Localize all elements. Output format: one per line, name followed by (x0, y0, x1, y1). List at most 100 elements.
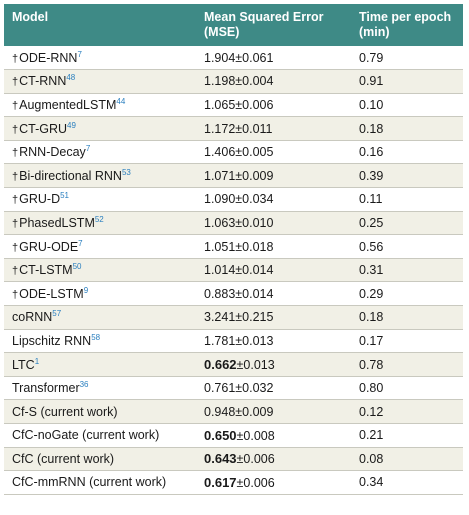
time-cell: 0.91 (351, 69, 463, 94)
time-cell: 0.21 (351, 423, 463, 448)
dagger-mark: † (12, 123, 19, 136)
reference-link[interactable]: 36 (79, 380, 89, 390)
time-cell: 0.25 (351, 211, 463, 236)
model-name: Lipschitz RNN (12, 333, 92, 348)
model-cell: †AugmentedLSTM44 (4, 93, 196, 118)
table-row: CfC-noGate (current work) 0.650±0.008 0.21 (4, 423, 463, 448)
model-name: ODE-RNN (19, 50, 78, 65)
mse-value: 1.198 (204, 74, 236, 89)
reference-link[interactable]: 50 (72, 262, 82, 272)
reference-link[interactable]: 52 (94, 214, 104, 224)
model-cell: Lipschitz RNN58 (4, 329, 196, 354)
reference-link[interactable]: 7 (85, 144, 91, 154)
mse-cell: 0.948±0.009 (196, 399, 351, 424)
mse-error: ±0.215 (235, 310, 274, 325)
mse-value: 1.014 (204, 263, 236, 278)
table-header-row: Model Mean Squared Error (MSE) Time per e… (4, 4, 463, 46)
reference-link[interactable]: 9 (83, 285, 89, 295)
mse-value: 0.643 (204, 451, 237, 467)
mse-error: ±0.009 (235, 404, 274, 419)
time-cell: 0.34 (351, 470, 463, 495)
mse-cell: 1.065±0.006 (196, 93, 351, 118)
time-cell: 0.18 (351, 305, 463, 330)
dagger-mark: † (12, 76, 19, 89)
header-mse: Mean Squared Error (MSE) (196, 4, 351, 46)
mse-error: ±0.006 (236, 475, 275, 490)
mse-error: ±0.034 (235, 192, 274, 207)
table-row: †ODE-LSTM9 0.883±0.014 0.29 (4, 281, 463, 307)
reference-link[interactable]: 1 (34, 356, 40, 366)
model-cell: †Bi-directional RNN53 (4, 163, 196, 189)
reference-link[interactable]: 53 (121, 167, 131, 177)
model-name: AugmentedLSTM (19, 97, 117, 112)
reference-link[interactable]: 48 (66, 73, 76, 83)
time-cell: 0.11 (351, 187, 463, 212)
model-cell: †CT-LSTM50 (4, 258, 196, 283)
model-cell: †PhasedLSTM52 (4, 211, 196, 236)
reference-link[interactable]: 7 (77, 49, 82, 59)
time-cell: 0.79 (351, 46, 463, 71)
model-cell: Transformer36 (4, 376, 196, 401)
mse-cell: 0.761±0.032 (196, 376, 351, 401)
table-body: †ODE-RNN7 1.904±0.061 0.79 †CT-RNN48 1.198±0… (4, 46, 463, 495)
model-name: CT-RNN (19, 74, 67, 89)
mse-cell: 1.904±0.061 (196, 46, 351, 71)
mse-value: 1.406 (204, 145, 236, 160)
time-cell: 0.39 (351, 163, 463, 189)
table-row: †GRU-ODE7 1.051±0.018 0.56 (4, 234, 463, 259)
model-name: CfC (current work) (12, 451, 115, 466)
model-name: LTC (12, 357, 35, 372)
mse-value: 0.883 (204, 286, 236, 301)
table-row: Cf-S (current work) 0.948±0.009 0.12 (4, 399, 463, 424)
reference-link[interactable]: 57 (52, 309, 62, 319)
table-row: †RNN-Decay7 1.406±0.005 0.16 (4, 140, 463, 165)
mse-value: 1.904 (204, 50, 236, 65)
table-row: Transformer36 0.761±0.032 0.80 (4, 376, 463, 401)
mse-cell: 0.883±0.014 (196, 281, 351, 307)
table-row: coRNN57 3.241±0.215 0.18 (4, 305, 463, 330)
reference-link[interactable]: 51 (60, 191, 69, 201)
model-name: ODE-LSTM (19, 286, 84, 301)
mse-value: 0.948 (204, 404, 236, 419)
time-cell: 0.12 (351, 399, 463, 424)
reference-link[interactable]: 7 (78, 238, 83, 248)
mse-error: ±0.005 (235, 145, 274, 160)
reference-link[interactable]: 44 (116, 96, 126, 106)
model-cell: CfC-noGate (current work) (4, 423, 196, 448)
dagger-mark: † (12, 194, 19, 207)
header-time-line1: Time per epoch (359, 10, 452, 24)
header-mse-line2: (MSE) (204, 25, 240, 39)
mse-value: 1.071 (204, 168, 236, 183)
model-name: CfC-noGate (current work) (12, 428, 160, 443)
mse-value: 0.662 (204, 357, 237, 373)
mse-cell: 0.643±0.006 (196, 447, 351, 472)
dagger-mark: † (12, 288, 19, 301)
mse-value: 1.063 (204, 215, 236, 230)
model-name: Transformer (12, 381, 80, 396)
model-name: GRU-D (19, 192, 61, 207)
model-name: Cf-S (current work) (12, 404, 118, 419)
time-cell: 0.10 (351, 93, 463, 118)
table-row: LTC1 0.662±0.013 0.78 (4, 352, 463, 377)
mse-cell: 3.241±0.215 (196, 305, 351, 330)
model-cell: CfC-mmRNN (current work) (4, 470, 196, 495)
mse-error: ±0.032 (235, 381, 274, 396)
model-name: GRU-ODE (19, 239, 79, 254)
mse-cell: 0.650±0.008 (196, 423, 351, 448)
dagger-mark: † (12, 170, 19, 183)
time-cell: 0.18 (351, 116, 463, 141)
model-name: CT-GRU (19, 121, 68, 136)
header-model-label: Model (12, 10, 49, 24)
model-name: CfC-mmRNN (current work) (12, 475, 167, 490)
dagger-mark: † (12, 147, 19, 160)
mse-error: ±0.006 (236, 452, 275, 467)
table-row: †CT-GRU49 1.172±0.011 0.18 (4, 116, 463, 141)
mse-value: 1.090 (204, 192, 236, 207)
mse-error: ±0.014 (235, 263, 274, 278)
reference-link[interactable]: 58 (91, 332, 101, 342)
model-name: PhasedLSTM (19, 215, 95, 230)
reference-link[interactable]: 49 (67, 120, 76, 130)
time-cell: 0.29 (351, 281, 463, 307)
mse-cell: 1.063±0.010 (196, 211, 351, 236)
mse-cell: 1.051±0.018 (196, 234, 351, 259)
